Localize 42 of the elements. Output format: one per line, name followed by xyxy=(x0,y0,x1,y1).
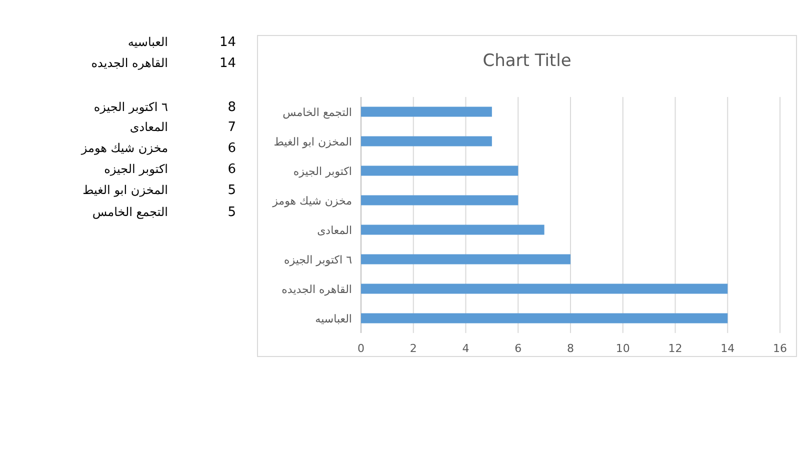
chart-title: Chart Title xyxy=(482,51,572,71)
x-tick-label: 12 xyxy=(668,342,682,355)
category-label: المعادى xyxy=(130,120,168,134)
category-label: المخزن ابو الغيط xyxy=(82,183,168,197)
y-tick-label: ٦ اكتوبر الجيزه xyxy=(284,253,352,266)
category-label: ٦ اكتوبر الجيزه xyxy=(94,100,168,114)
x-tick-label: 10 xyxy=(616,342,630,355)
data-label: 5 xyxy=(228,183,236,198)
bar xyxy=(361,166,518,176)
x-tick-label: 6 xyxy=(514,342,522,355)
bar xyxy=(361,195,518,206)
x-tick-label: 2 xyxy=(410,342,417,355)
data-label: 7 xyxy=(228,120,236,135)
bar xyxy=(361,313,728,324)
y-tick-label: القاهره الجديده xyxy=(282,282,352,296)
y-tick-label: العباسيه xyxy=(315,312,352,326)
y-tick-label: التجمع الخامس xyxy=(282,106,352,119)
bar xyxy=(361,106,492,117)
bar xyxy=(361,284,728,294)
x-tick-label: 0 xyxy=(358,342,364,355)
x-tick-label: 8 xyxy=(567,342,574,355)
y-tick-label: المعادى xyxy=(317,224,352,237)
category-label: العباسيه xyxy=(128,35,168,49)
data-label: 6 xyxy=(228,141,236,156)
y-tick-label: مخزن شيك هومز xyxy=(272,194,352,208)
category-label: التجمع الخامس xyxy=(92,205,168,219)
x-tick-label: 14 xyxy=(720,342,735,355)
data-label: 8 xyxy=(228,100,236,115)
bar xyxy=(361,224,544,235)
data-label: 5 xyxy=(228,205,236,220)
x-tick-label: 16 xyxy=(773,342,787,355)
data-label: 14 xyxy=(219,35,236,50)
category-label: القاهره الجديده xyxy=(91,56,168,70)
bar xyxy=(361,254,570,264)
data-label: 6 xyxy=(228,162,236,177)
x-tick-label: 4 xyxy=(462,342,470,355)
data-label: 14 xyxy=(219,56,236,71)
bar xyxy=(361,136,492,146)
category-label: اكتوبر الجيزه xyxy=(104,162,168,176)
y-tick-label: اكتوبر الجيزه xyxy=(293,164,352,178)
category-label: مخزن شيك هومز xyxy=(80,141,168,155)
y-tick-label: المخزن ابو الغيط xyxy=(274,135,352,148)
